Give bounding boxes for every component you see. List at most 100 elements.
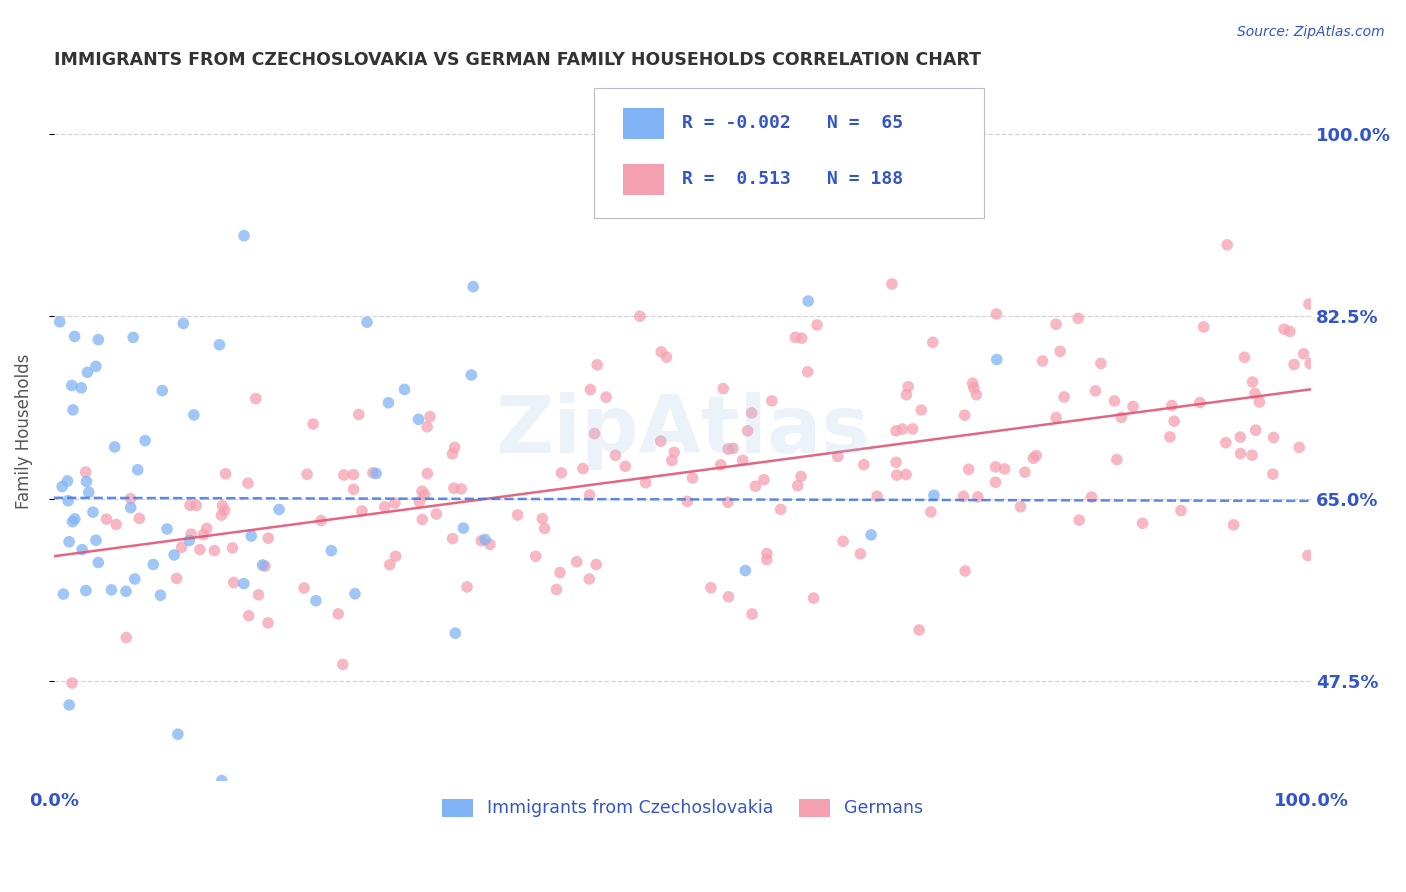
Point [1022,451,1045,466]
Point [700,581,723,595]
Point [416,467,439,481]
Point [1045,317,1067,331]
Point [332,657,354,672]
Point [1216,238,1239,252]
Point [257,615,280,630]
Point [62,515,84,529]
Point [548,566,571,580]
Point [62,403,84,417]
Point [311,514,333,528]
Point [1299,357,1322,371]
Point [163,548,186,562]
Point [76,475,98,489]
Point [1192,320,1215,334]
Point [1163,414,1185,428]
Point [849,547,872,561]
Point [1014,465,1036,479]
Point [60,676,83,690]
Point [343,483,366,497]
Point [411,512,433,526]
Point [58,698,80,712]
Point [87,333,110,347]
Point [721,442,744,456]
Point [1160,399,1182,413]
Point [655,350,678,364]
Point [682,471,704,485]
Point [661,453,683,467]
Point [984,475,1007,490]
Point [350,504,373,518]
Point [1132,516,1154,531]
Point [710,458,733,472]
Point [333,468,356,483]
Point [208,337,231,351]
Point [741,406,763,420]
Point [664,445,686,459]
Point [321,543,343,558]
Point [120,500,142,515]
Point [744,479,766,493]
Point [531,511,554,525]
Point [572,461,595,475]
Point [790,331,813,345]
Point [1261,467,1284,482]
Point [755,552,778,566]
Point [115,584,138,599]
Point [957,462,980,476]
Point [963,381,986,395]
Point [170,541,193,555]
Point [202,543,225,558]
Point [506,508,529,522]
Point [586,358,609,372]
Point [478,537,501,551]
Text: R =  0.513: R = 0.513 [682,170,792,188]
Point [193,527,215,541]
Text: N =  65: N = 65 [827,114,903,132]
Point [579,383,602,397]
Text: ZipAtlas: ZipAtlas [495,392,870,470]
Point [967,490,990,504]
Point [650,434,672,449]
Point [1229,446,1251,460]
Point [450,482,472,496]
Point [232,576,254,591]
Point [411,484,433,499]
Point [214,467,236,481]
Point [922,488,945,502]
Point [1159,430,1181,444]
Point [785,330,807,344]
Point [578,488,600,502]
Point [443,481,465,495]
Point [51,479,73,493]
Point [1122,400,1144,414]
Point [769,502,792,516]
Point [96,512,118,526]
Point [305,594,328,608]
Point [292,581,315,595]
FancyBboxPatch shape [595,88,984,218]
Point [1244,423,1267,437]
Point [1111,410,1133,425]
Point [222,575,245,590]
Point [605,448,627,462]
Point [150,384,173,398]
Point [1069,513,1091,527]
Point [128,511,150,525]
Point [134,434,156,448]
Point [986,352,1008,367]
Point [901,422,924,436]
Point [583,426,606,441]
Point [886,468,908,483]
Point [328,607,350,621]
Point [179,533,201,548]
Text: Source: ZipAtlas.com: Source: ZipAtlas.com [1237,25,1385,39]
Point [628,310,651,324]
Point [156,522,179,536]
Point [56,493,79,508]
Point [953,564,976,578]
Point [470,533,492,548]
Point [866,489,889,503]
Point [896,388,918,402]
Point [60,378,83,392]
Point [1292,347,1315,361]
